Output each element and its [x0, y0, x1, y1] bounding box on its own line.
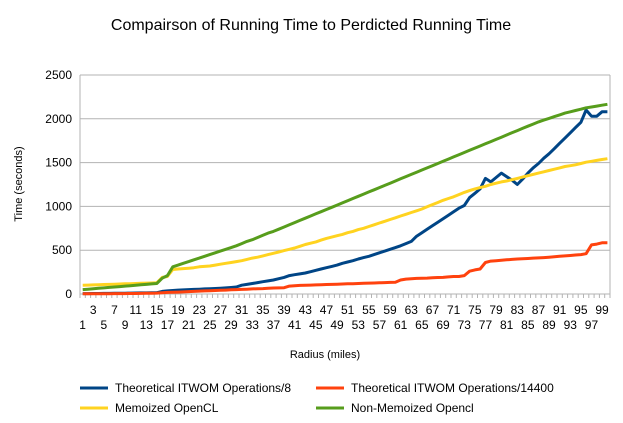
x-tick-label: 89 — [542, 318, 556, 332]
x-tick-label: 7 — [111, 303, 118, 317]
legend-item: Non-Memoized Opencl — [316, 401, 474, 415]
x-tick-label: 33 — [246, 318, 260, 332]
x-tick-label: 83 — [511, 303, 525, 317]
x-tick-label: 59 — [383, 303, 397, 317]
x-axis-label: Radius (miles) — [290, 349, 360, 361]
y-tick-label: 1000 — [45, 199, 72, 213]
x-tick-label: 43 — [299, 303, 313, 317]
x-tick-label: 97 — [585, 318, 599, 332]
x-tick-label: 49 — [330, 318, 344, 332]
y-tick-labels: 0 500 1000 1500 2000 2500 — [45, 68, 72, 301]
x-tick-label: 61 — [394, 318, 408, 332]
y-tick-label: 500 — [52, 243, 72, 257]
x-tick-label: 23 — [193, 303, 207, 317]
x-tick-label: 79 — [489, 303, 503, 317]
legend-item: Theoretical ITWOM Operations/8 — [80, 381, 291, 395]
x-tick-label: 37 — [267, 318, 281, 332]
legend-label: Memoized OpenCL — [115, 401, 219, 415]
x-tick-label: 69 — [436, 318, 450, 332]
x-tick-label: 39 — [277, 303, 291, 317]
x-tick-label: 71 — [447, 303, 461, 317]
x-tick-label: 87 — [532, 303, 546, 317]
x-tick-label: 95 — [574, 303, 588, 317]
x-tick-label: 85 — [521, 318, 535, 332]
legend-label: Non-Memoized Opencl — [351, 401, 474, 415]
series-line — [82, 108, 608, 296]
x-tick-label: 93 — [564, 318, 578, 332]
y-tick-label: 1500 — [45, 156, 72, 170]
x-tick-label: 31 — [235, 303, 249, 317]
y-tick-label: 2000 — [45, 112, 72, 126]
x-tick-label: 1 — [79, 318, 86, 332]
x-tick-label: 63 — [405, 303, 419, 317]
x-tick-label: 41 — [288, 318, 302, 332]
x-tick-label: 25 — [203, 318, 217, 332]
x-tick-labels: 3 7 11 15 19 23 27 31 35 39 43 47 51 55 59 63 67 71 75 79 83… — [79, 303, 609, 332]
legend-label: Theoretical ITWOM Operations/8 — [115, 381, 291, 395]
x-tick-label: 13 — [140, 318, 154, 332]
series-line — [82, 157, 608, 287]
series-lines — [82, 102, 608, 296]
x-tick-label: 99 — [595, 303, 609, 317]
x-tick-label: 51 — [341, 303, 355, 317]
x-tick-label: 45 — [309, 318, 323, 332]
x-tick-label: 77 — [479, 318, 493, 332]
x-tick-label: 5 — [101, 318, 108, 332]
legend-item: Memoized OpenCL — [80, 401, 219, 415]
x-tick-label: 17 — [161, 318, 175, 332]
y-axis-label: Time (seconds) — [13, 146, 25, 221]
gridlines — [79, 74, 611, 298]
legend: Theoretical ITWOM Operations/8 Theoretica… — [80, 381, 554, 415]
x-tick-label: 47 — [320, 303, 334, 317]
x-tick-label: 65 — [415, 318, 429, 332]
x-tick-label: 27 — [214, 303, 228, 317]
legend-label: Theoretical ITWOM Operations/14400 — [351, 381, 554, 395]
x-tick-label: 91 — [553, 303, 567, 317]
x-tick-label: 35 — [256, 303, 270, 317]
x-tick-label: 15 — [150, 303, 164, 317]
series-line — [82, 241, 608, 296]
x-tick-label: 73 — [458, 318, 472, 332]
x-tick-label: 21 — [182, 318, 196, 332]
y-tick-label: 2500 — [45, 68, 72, 82]
x-tick-label: 53 — [352, 318, 366, 332]
legend-item: Theoretical ITWOM Operations/14400 — [316, 381, 554, 395]
y-tick-label: 0 — [65, 287, 72, 301]
x-tick-label: 55 — [362, 303, 376, 317]
x-tick-label: 67 — [426, 303, 440, 317]
chart-title: Compairson of Running Time to Perdicted … — [111, 17, 511, 34]
series-line — [82, 102, 608, 292]
x-tick-label: 9 — [122, 318, 129, 332]
x-tick-label: 57 — [373, 318, 387, 332]
x-tick-label: 3 — [90, 303, 97, 317]
x-tick-label: 11 — [129, 303, 142, 317]
x-tick-label: 29 — [224, 318, 238, 332]
x-tick-label: 19 — [171, 303, 185, 317]
x-tick-label: 81 — [500, 318, 514, 332]
x-tick-label: 75 — [468, 303, 482, 317]
